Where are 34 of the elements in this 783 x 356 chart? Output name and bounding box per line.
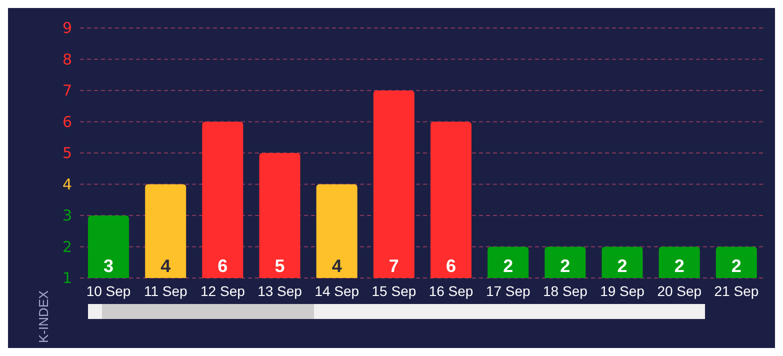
data-label: 7 xyxy=(388,256,399,276)
data-label: 5 xyxy=(274,256,285,276)
x-tick-label: 17 Sep xyxy=(486,282,531,299)
data-label: 3 xyxy=(103,256,114,276)
x-tick-label: 12 Sep xyxy=(200,282,246,299)
data-label: 4 xyxy=(332,256,342,276)
x-tick-label: 10 Sep xyxy=(86,282,131,299)
y-tick-label: 8 xyxy=(62,50,72,68)
y-tick-label: 7 xyxy=(62,82,72,100)
data-label: 2 xyxy=(503,256,514,276)
x-tick-label: 20 Sep xyxy=(657,282,702,299)
x-tick-label: 21 Sep xyxy=(714,282,759,299)
data-label: 2 xyxy=(731,256,742,276)
y-tick-label: 3 xyxy=(62,206,72,224)
y-tick-label: 9 xyxy=(62,19,72,37)
data-label: 6 xyxy=(446,256,456,276)
x-tick-label: 16 Sep xyxy=(428,282,474,299)
y-tick-label: 2 xyxy=(62,238,72,256)
data-label: 2 xyxy=(617,256,628,276)
y-tick-label: 6 xyxy=(62,112,72,131)
y-axis-title: K-INDEX xyxy=(36,290,51,343)
data-label: 6 xyxy=(218,256,228,276)
x-tick-label: 13 Sep xyxy=(258,282,302,299)
data-label: 2 xyxy=(560,256,570,276)
y-tick-label: 1 xyxy=(62,269,72,287)
y-tick-label: 4 xyxy=(62,175,72,194)
data-label: 2 xyxy=(674,256,684,276)
data-label: 4 xyxy=(160,256,171,276)
x-tick-label: 19 Sep xyxy=(600,282,645,299)
x-tick-label: 11 Sep xyxy=(144,282,188,299)
x-tick-label: 18 Sep xyxy=(543,282,588,299)
x-tick-label: 15 Sep xyxy=(372,282,416,299)
x-tick-label: 14 Sep xyxy=(314,282,360,299)
y-tick-label: 5 xyxy=(62,144,72,162)
